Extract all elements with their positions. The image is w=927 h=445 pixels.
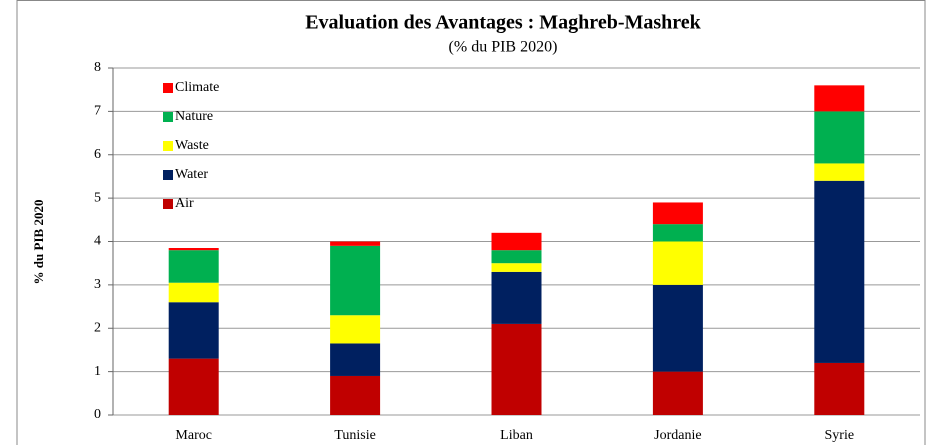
y-tick-label: 4 bbox=[94, 234, 101, 249]
bar-segment bbox=[491, 323, 542, 415]
y-tick-label: 7 bbox=[94, 104, 101, 119]
bar-segment bbox=[814, 85, 865, 112]
bar-segment bbox=[652, 241, 703, 285]
bar-segment bbox=[814, 111, 865, 164]
legend-label: Climate bbox=[175, 80, 219, 95]
x-tick-label: Syrie bbox=[825, 428, 855, 443]
bar-segment bbox=[491, 232, 542, 251]
y-tick-label: 5 bbox=[94, 190, 101, 205]
bar-segment bbox=[491, 271, 542, 324]
bar-segment bbox=[491, 250, 542, 264]
x-tick-label: Tunisie bbox=[334, 428, 376, 443]
y-tick-label: 2 bbox=[94, 320, 101, 335]
x-tick-label: Maroc bbox=[175, 428, 212, 443]
bar-segment bbox=[652, 224, 703, 242]
bar-segment bbox=[814, 180, 865, 363]
bar-segment bbox=[330, 315, 381, 344]
bar-segment bbox=[652, 371, 703, 415]
bar-segment bbox=[330, 245, 381, 316]
bar-segment bbox=[652, 202, 703, 225]
y-tick-label: 0 bbox=[94, 407, 101, 422]
bar-segment bbox=[330, 241, 381, 246]
y-tick-label: 1 bbox=[94, 364, 101, 379]
legend-swatch bbox=[163, 83, 173, 93]
chart-title: Evaluation des Avantages : Maghreb-Mashr… bbox=[305, 12, 701, 34]
bar-segment bbox=[168, 358, 219, 415]
bar-segment bbox=[168, 250, 219, 283]
legend-label: Water bbox=[175, 167, 208, 182]
y-tick-label: 6 bbox=[94, 147, 101, 162]
legend-label: Waste bbox=[175, 138, 209, 153]
bar-segment bbox=[168, 282, 219, 303]
legend-swatch bbox=[163, 199, 173, 209]
bar-segment bbox=[330, 375, 381, 415]
x-tick-label: Liban bbox=[500, 428, 533, 443]
bar-segment bbox=[491, 263, 542, 272]
chart-subtitle: (% du PIB 2020) bbox=[449, 39, 558, 56]
bar-segment bbox=[814, 163, 865, 181]
x-tick-label: Jordanie bbox=[654, 428, 701, 443]
bar-segment bbox=[652, 284, 703, 372]
bar-segment bbox=[168, 248, 219, 251]
legend-swatch bbox=[163, 141, 173, 151]
y-axis-label: % du PIB 2020 bbox=[31, 200, 46, 285]
chart-border bbox=[16, 0, 926, 445]
y-tick-label: 3 bbox=[94, 277, 101, 292]
bar-segment bbox=[168, 302, 219, 359]
legend-swatch bbox=[163, 112, 173, 122]
legend-label: Air bbox=[175, 196, 194, 211]
bar-segment bbox=[330, 343, 381, 376]
legend-swatch bbox=[163, 170, 173, 180]
y-tick-label: 8 bbox=[94, 60, 101, 75]
legend-label: Nature bbox=[175, 109, 213, 124]
bar-segment bbox=[814, 362, 865, 415]
